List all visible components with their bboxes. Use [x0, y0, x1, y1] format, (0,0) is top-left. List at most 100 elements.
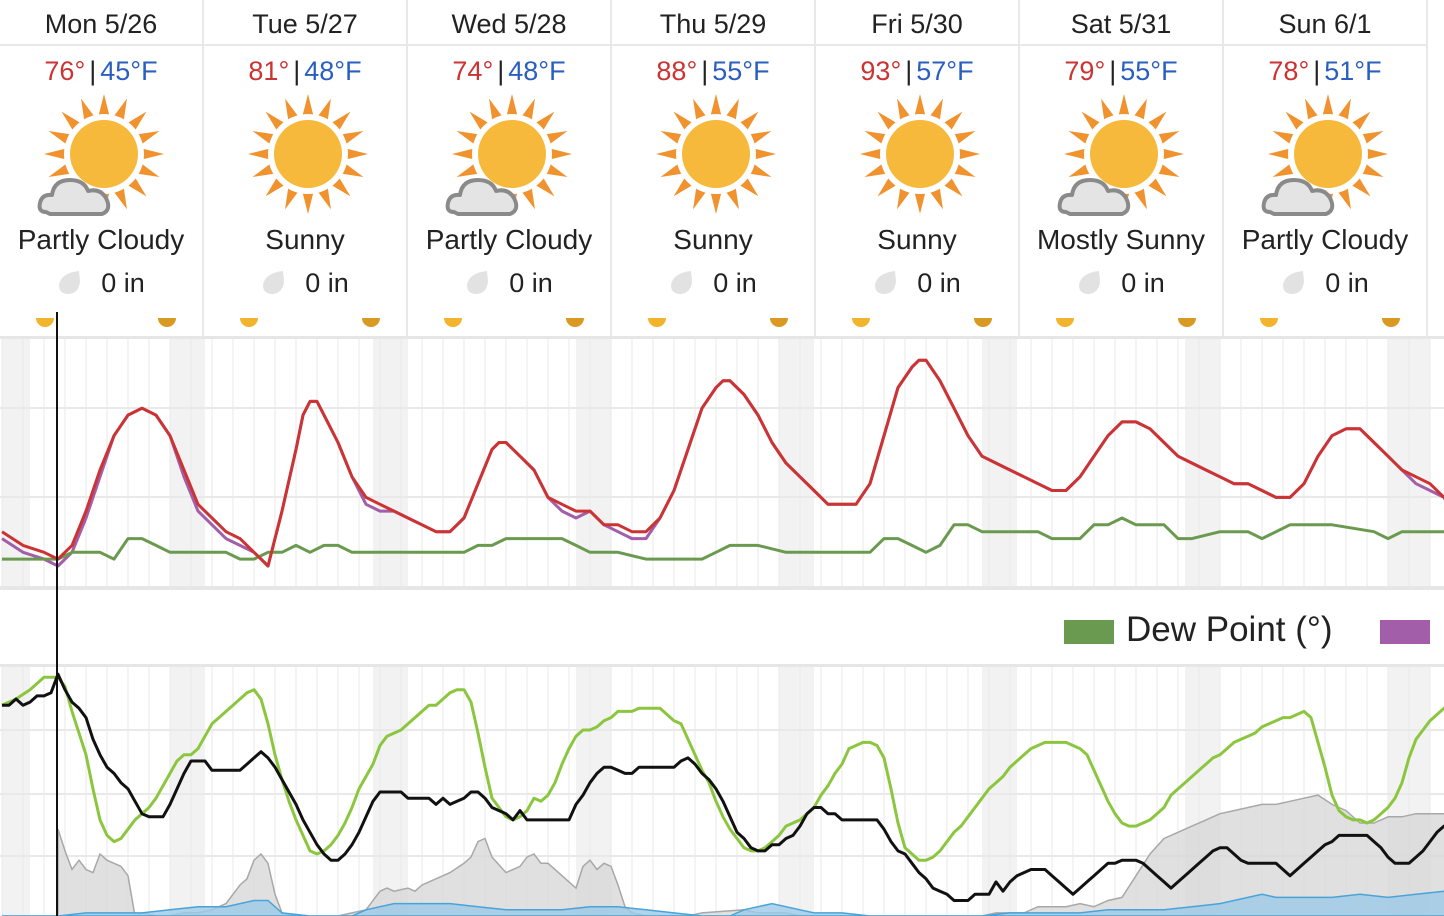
precip-value: 0 in — [1325, 268, 1369, 298]
forecast-temps: 88° | 55°F — [612, 55, 814, 87]
dew-point-legend-swatch[interactable] — [1064, 620, 1114, 644]
raindrop-icon — [875, 271, 897, 294]
precip-value: 0 in — [713, 268, 757, 298]
raindrop-icon — [1079, 271, 1101, 294]
forecast-condition: Partly Cloudy — [1241, 224, 1409, 255]
dew-point-legend-label[interactable]: Dew Point (°) — [1126, 610, 1333, 649]
feels-like-line — [1, 358, 1444, 568]
sunrise-icon — [1260, 318, 1278, 328]
temp-separator: | — [1313, 56, 1321, 86]
precip-amount: 0 in — [1020, 268, 1222, 299]
forecast-temps: 79° | 55°F — [1020, 55, 1222, 87]
precip-chance-area — [2, 890, 1444, 916]
precip-amount: 0 in — [1224, 268, 1426, 299]
sunrise-icon — [852, 318, 870, 328]
forecast-day[interactable]: Mon 5/26 76° | 45°F Partly Cloudy 0 in — [0, 0, 204, 336]
forecast-date: Thu 5/29 — [612, 0, 814, 46]
forecast-day[interactable]: Wed 5/28 74° | 48°F Partly Cloudy 0 in — [408, 0, 612, 336]
humidity-line — [1, 675, 1444, 862]
high-temp: 88° — [656, 56, 698, 86]
sunset-icon — [1178, 318, 1196, 328]
high-temp: 79° — [1064, 56, 1106, 86]
temp-separator: | — [701, 56, 709, 86]
temp-separator: | — [293, 56, 301, 86]
partly-cloudy-icon — [1261, 94, 1388, 216]
chart-bottom-border — [0, 586, 1444, 590]
humidity-wind-chart — [0, 664, 1444, 916]
precip-amount: 0 in — [816, 268, 1018, 299]
wind-line — [2, 672, 1444, 902]
forecast-day[interactable]: Tue 5/27 81° | 48°F Sunny 0 in — [204, 0, 408, 336]
forecast-date: Fri 5/30 — [816, 0, 1018, 46]
precip-amount: 0 in — [204, 268, 406, 299]
high-temp: 81° — [248, 56, 290, 86]
low-temp: 55°F — [712, 56, 770, 86]
forecast-temps: 93° | 57°F — [816, 55, 1018, 87]
temp-separator: | — [89, 56, 97, 86]
forecast-temps: 74° | 48°F — [408, 55, 610, 87]
sunrise-icon — [240, 318, 258, 328]
chart-top-border — [0, 336, 1444, 339]
high-temp: 74° — [452, 56, 494, 86]
forecast-day[interactable]: Sat 5/31 79° | 55°F Mostly Sunny 0 in — [1020, 0, 1224, 336]
sunny-icon — [656, 94, 776, 214]
dew-point-line — [2, 516, 1444, 561]
high-temp: 76° — [44, 56, 86, 86]
temp-separator: | — [497, 56, 505, 86]
forecast-condition: Mostly Sunny — [1036, 224, 1206, 255]
partly-cloudy-icon — [445, 94, 572, 216]
night-band — [2, 336, 30, 588]
high-temp: 93° — [860, 56, 902, 86]
forecast-date: Wed 5/28 — [408, 0, 610, 46]
precip-amount: 0 in — [408, 268, 610, 299]
precip-value: 0 in — [509, 268, 553, 298]
partly-cloudy-icon — [37, 94, 164, 216]
mostly-sunny-icon — [1057, 94, 1184, 216]
sunset-icon — [1382, 318, 1400, 328]
sunrise-icon — [444, 318, 462, 328]
sunrise-icon — [36, 318, 54, 328]
sunset-icon — [566, 318, 584, 328]
sunrise-icon — [648, 318, 666, 328]
raindrop-icon — [263, 271, 285, 294]
precip-amount: 0 in — [0, 268, 202, 299]
sunny-icon — [860, 94, 980, 214]
temp-separator: | — [905, 56, 913, 86]
precip-value: 0 in — [1121, 268, 1165, 298]
temperature-chart — [0, 336, 1444, 590]
night-band — [779, 664, 814, 916]
forecast-date: Sat 5/31 — [1020, 0, 1222, 46]
raindrop-icon — [1283, 271, 1305, 294]
forecast-temps: 81° | 48°F — [204, 55, 406, 87]
forecast-day[interactable]: Sun 6/1 78° | 51°F Partly Cloudy 0 in — [1224, 0, 1428, 336]
night-band — [373, 336, 408, 588]
low-temp: 57°F — [916, 56, 974, 86]
temperature-line — [1, 358, 1444, 568]
current-time-marker — [56, 312, 58, 916]
chart-top-border — [0, 664, 1444, 667]
precip-value: 0 in — [101, 268, 145, 298]
raindrop-icon — [467, 271, 489, 294]
forecast-date: Mon 5/26 — [0, 0, 202, 46]
night-band — [576, 336, 611, 588]
daily-forecast-strip: Mon 5/26 76° | 45°F Partly Cloudy 0 in Tue… — [0, 0, 1444, 337]
forecast-temps: 78° | 51°F — [1224, 55, 1426, 87]
feels-like-legend-swatch[interactable] — [1380, 620, 1430, 644]
forecast-condition: Partly Cloudy — [425, 224, 593, 255]
precip-value: 0 in — [305, 268, 349, 298]
forecast-day[interactable]: Fri 5/30 93° | 57°F Sunny 0 in — [816, 0, 1020, 336]
night-band — [170, 336, 205, 588]
sunset-icon — [158, 318, 176, 328]
precip-amount: 0 in — [612, 268, 814, 299]
forecast-day[interactable]: Thu 5/29 88° | 55°F Sunny 0 in — [612, 0, 816, 336]
forecast-condition: Sunny — [877, 224, 957, 255]
night-band — [373, 664, 408, 916]
night-band — [982, 336, 1017, 588]
low-temp: 48°F — [508, 56, 566, 86]
forecast-condition: Sunny — [265, 224, 345, 255]
raindrop-icon — [671, 271, 693, 294]
raindrop-icon — [59, 271, 81, 294]
sunset-icon — [974, 318, 992, 328]
temp-separator: | — [1109, 56, 1117, 86]
forecast-temps: 76° | 45°F — [0, 55, 202, 87]
